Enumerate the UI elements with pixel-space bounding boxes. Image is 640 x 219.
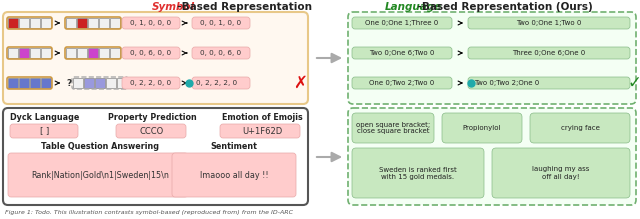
FancyBboxPatch shape (220, 124, 300, 138)
FancyBboxPatch shape (352, 77, 452, 89)
Text: Figure 1: Todo. This illustration contrasts symbol-based (reproduced from) from : Figure 1: Todo. This illustration contra… (5, 210, 293, 215)
Bar (19, 78, 29, 88)
Text: ?: ? (66, 78, 71, 88)
Text: 0, 0, 0, 6, 0: 0, 0, 0, 6, 0 (200, 50, 241, 56)
Text: Table Question Answering: Table Question Answering (41, 142, 159, 151)
FancyBboxPatch shape (352, 17, 452, 29)
FancyBboxPatch shape (122, 77, 180, 89)
Text: Sentiment: Sentiment (211, 142, 257, 151)
FancyBboxPatch shape (10, 124, 78, 138)
FancyBboxPatch shape (530, 113, 630, 143)
Text: ✓: ✓ (627, 74, 640, 92)
Bar (106, 78, 116, 88)
Bar (84, 78, 94, 88)
Text: Propionylol: Propionylol (463, 125, 501, 131)
Text: Property Prediction: Property Prediction (108, 113, 196, 122)
FancyBboxPatch shape (468, 47, 630, 59)
FancyBboxPatch shape (442, 113, 522, 143)
Text: crying face: crying face (561, 125, 600, 131)
Text: 0, 2, 2, 0, 0: 0, 2, 2, 0, 0 (131, 80, 172, 86)
Text: Three 0;One 6;One 0: Three 0;One 6;One 0 (513, 50, 586, 56)
Text: One 0;One 1;Three 0: One 0;One 1;Three 0 (365, 20, 438, 26)
Bar (41, 18, 51, 28)
Bar (30, 78, 40, 88)
Bar (8, 78, 18, 88)
FancyBboxPatch shape (8, 153, 188, 197)
Bar (41, 78, 51, 88)
Bar (99, 48, 109, 58)
Bar (73, 78, 83, 88)
Bar (117, 78, 127, 88)
Text: U+1F62D: U+1F62D (242, 127, 282, 136)
Text: 0, 0, 1, 0, 0: 0, 0, 1, 0, 0 (200, 20, 241, 26)
Bar (30, 48, 40, 58)
Bar (110, 18, 120, 28)
Text: -Based Representation: -Based Representation (152, 2, 312, 12)
Text: open square bracket;
close square bracket: open square bracket; close square bracke… (356, 122, 430, 134)
Text: [ ]: [ ] (40, 127, 50, 136)
Bar (77, 48, 87, 58)
FancyBboxPatch shape (352, 113, 434, 143)
Text: 0, 1, 0, 0, 0: 0, 1, 0, 0, 0 (131, 20, 172, 26)
Bar (95, 78, 105, 88)
FancyBboxPatch shape (192, 17, 250, 29)
FancyBboxPatch shape (116, 124, 186, 138)
FancyBboxPatch shape (468, 17, 630, 29)
FancyBboxPatch shape (492, 148, 630, 198)
Text: laughing my ass
off all day!: laughing my ass off all day! (532, 166, 589, 180)
Text: ✗: ✗ (293, 74, 307, 92)
Bar (88, 48, 98, 58)
FancyBboxPatch shape (352, 148, 484, 198)
Text: Language: Language (385, 2, 442, 12)
Text: Two 0;One 6;Two 0: Two 0;One 6;Two 0 (369, 50, 435, 56)
Bar (41, 48, 51, 58)
Bar (30, 18, 40, 28)
Bar (19, 48, 29, 58)
Bar (66, 48, 76, 58)
Text: 0, 0, 6, 0, 0: 0, 0, 6, 0, 0 (131, 50, 172, 56)
Text: lmaooo all day !!: lmaooo all day !! (200, 171, 268, 180)
Text: One 0;Two 2;Two 0: One 0;Two 2;Two 0 (369, 80, 435, 86)
FancyBboxPatch shape (352, 47, 452, 59)
Text: Rank|Nation|Gold\n1|Sweden|15\n: Rank|Nation|Gold\n1|Sweden|15\n (31, 171, 169, 180)
Text: CCCO: CCCO (140, 127, 164, 136)
Bar (99, 18, 109, 28)
FancyBboxPatch shape (172, 153, 296, 197)
FancyBboxPatch shape (192, 47, 250, 59)
FancyBboxPatch shape (3, 108, 308, 205)
FancyBboxPatch shape (3, 12, 308, 104)
FancyBboxPatch shape (122, 47, 180, 59)
FancyBboxPatch shape (468, 77, 630, 89)
Text: Symbol: Symbol (152, 2, 195, 12)
Text: -Based Representation (Ours): -Based Representation (Ours) (385, 2, 593, 12)
FancyBboxPatch shape (348, 108, 636, 205)
FancyBboxPatch shape (348, 12, 636, 104)
Text: Sweden is ranked first
with 15 gold medals.: Sweden is ranked first with 15 gold meda… (379, 166, 457, 180)
Text: 0, 2, 2, 2, 0: 0, 2, 2, 2, 0 (196, 80, 237, 86)
Bar (19, 18, 29, 28)
Text: Two 0;Two 2;One 0: Two 0;Two 2;One 0 (474, 80, 540, 86)
Bar (66, 18, 76, 28)
FancyBboxPatch shape (192, 77, 250, 89)
Bar (77, 18, 87, 28)
Bar (88, 18, 98, 28)
Bar (8, 48, 18, 58)
Text: Two 0;One 1;Two 0: Two 0;One 1;Two 0 (516, 20, 582, 26)
Text: Dyck Language: Dyck Language (10, 113, 80, 122)
Bar (8, 18, 18, 28)
Text: Emotion of Emojis: Emotion of Emojis (221, 113, 302, 122)
FancyBboxPatch shape (122, 17, 180, 29)
Bar (110, 48, 120, 58)
